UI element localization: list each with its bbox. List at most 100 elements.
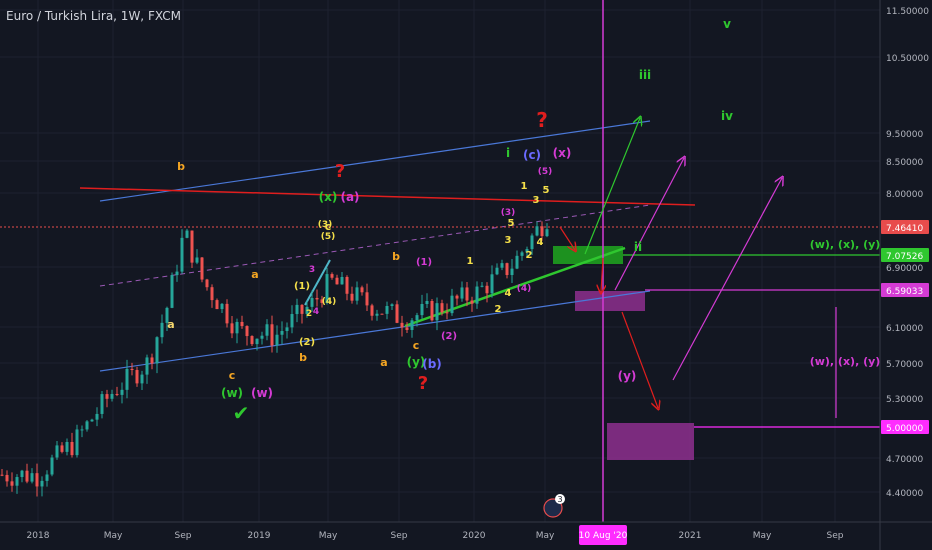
wave-label: 5 bbox=[508, 218, 515, 229]
wave-label: (4) bbox=[322, 297, 337, 307]
price-label-box bbox=[881, 248, 929, 262]
candle-body bbox=[185, 230, 189, 238]
candle-body bbox=[475, 286, 479, 304]
wave-label: (c) bbox=[523, 148, 541, 162]
wave-label: (w), (x), (y) bbox=[810, 355, 881, 368]
candle-body bbox=[460, 287, 464, 299]
price-label-box bbox=[881, 420, 929, 434]
y-tick-label: 4.70000 bbox=[886, 455, 923, 465]
candle-body bbox=[485, 285, 489, 294]
candle-body bbox=[450, 295, 454, 314]
candle-body bbox=[435, 303, 439, 321]
wave-label: 2 bbox=[306, 309, 312, 319]
candle-body bbox=[490, 274, 494, 294]
candle-body bbox=[20, 470, 24, 478]
candle-body bbox=[300, 304, 304, 314]
candle-body bbox=[425, 300, 429, 304]
wave-label: (y) bbox=[618, 369, 637, 383]
highlighted-date-label: 10 Aug '20 bbox=[579, 531, 628, 541]
candle-body bbox=[140, 374, 144, 384]
x-tick-label: Sep bbox=[827, 531, 844, 541]
grid-lines bbox=[0, 0, 880, 522]
candle-body bbox=[70, 442, 74, 456]
candle-body bbox=[325, 274, 329, 303]
wave-label: 2 bbox=[526, 250, 533, 261]
event-badge[interactable]: 3 bbox=[543, 494, 565, 518]
candle-body bbox=[145, 357, 149, 375]
pink-arrow-up-1 bbox=[614, 158, 684, 291]
wave-label: a bbox=[251, 268, 258, 281]
wave-label: 4 bbox=[313, 307, 319, 317]
candle-body bbox=[360, 287, 364, 293]
y-tick-label: 9.50000 bbox=[886, 130, 923, 140]
candle-body bbox=[370, 305, 374, 316]
candle-body bbox=[510, 268, 514, 275]
candle-body bbox=[540, 226, 544, 237]
y-tick-label: 10.50000 bbox=[886, 54, 929, 64]
candle-body bbox=[115, 393, 119, 395]
wave-label: ? bbox=[536, 108, 548, 132]
wave-label: (1) bbox=[294, 281, 310, 292]
candle-body bbox=[310, 297, 314, 307]
candle-body bbox=[25, 470, 29, 482]
candle-body bbox=[225, 303, 229, 324]
candle-body bbox=[395, 304, 399, 323]
candle-body bbox=[130, 368, 134, 371]
candle-body bbox=[420, 303, 424, 316]
candle-body bbox=[500, 263, 504, 268]
y-tick-label: 6.10000 bbox=[886, 324, 923, 334]
candle-body bbox=[495, 267, 499, 275]
wave-label: (x) bbox=[319, 190, 338, 204]
y-axis: 11.50000 10.50000 9.50000 8.50000 8.00000 6.9… bbox=[879, 0, 929, 550]
x-tick-label: 2020 bbox=[463, 531, 486, 541]
candle-body bbox=[440, 303, 444, 313]
candle-body bbox=[545, 229, 549, 237]
price-label: 7.46410 bbox=[886, 224, 923, 234]
candle-body bbox=[530, 235, 534, 250]
wave-label: (1) bbox=[416, 257, 432, 268]
y-tick-label: 5.30000 bbox=[886, 395, 923, 405]
candle-body bbox=[405, 327, 409, 330]
candle-body bbox=[215, 300, 219, 310]
candle-body bbox=[175, 271, 179, 276]
wave-label: v bbox=[723, 17, 731, 31]
y-tick-label: 11.50000 bbox=[886, 7, 929, 17]
wave-label: c bbox=[325, 220, 332, 233]
upper-channel-line bbox=[99, 120, 651, 202]
candle-body bbox=[285, 327, 289, 332]
candle-body bbox=[180, 237, 184, 272]
candle-body bbox=[290, 314, 294, 328]
candle-body bbox=[125, 368, 129, 390]
mid-channel-dashed-line bbox=[99, 204, 651, 287]
red-arrow-down bbox=[601, 257, 603, 292]
wave-label: (5) bbox=[321, 232, 336, 242]
candle-body bbox=[270, 324, 274, 346]
wave-label: 3 bbox=[309, 265, 315, 275]
wave-label: 1 bbox=[467, 256, 474, 267]
candle-body bbox=[0, 474, 4, 476]
wave-label: (w) bbox=[251, 386, 273, 400]
wave-label: 3 bbox=[533, 195, 540, 206]
x-tick-label: 2018 bbox=[27, 531, 50, 541]
x-tick-label: May bbox=[536, 531, 555, 541]
candle-body bbox=[465, 287, 469, 301]
candle-body bbox=[85, 421, 89, 430]
candle-body bbox=[335, 277, 339, 285]
candle-body bbox=[275, 334, 279, 346]
green-arrow-up bbox=[584, 118, 640, 255]
candle-body bbox=[380, 313, 384, 315]
candle-body bbox=[280, 331, 284, 335]
red-resistance-line bbox=[79, 187, 696, 206]
candle-body bbox=[265, 324, 269, 336]
wave-label: a bbox=[167, 318, 174, 331]
candle-body bbox=[375, 313, 379, 316]
target-zones bbox=[553, 246, 694, 460]
x-tick-label: Sep bbox=[391, 531, 408, 541]
x-tick-label: Sep bbox=[175, 531, 192, 541]
wave-label: b bbox=[177, 160, 185, 173]
candle-body bbox=[365, 292, 369, 306]
price-label: 5.00000 bbox=[886, 424, 923, 434]
candle-body bbox=[445, 312, 449, 314]
wave-label: (5) bbox=[538, 167, 553, 177]
